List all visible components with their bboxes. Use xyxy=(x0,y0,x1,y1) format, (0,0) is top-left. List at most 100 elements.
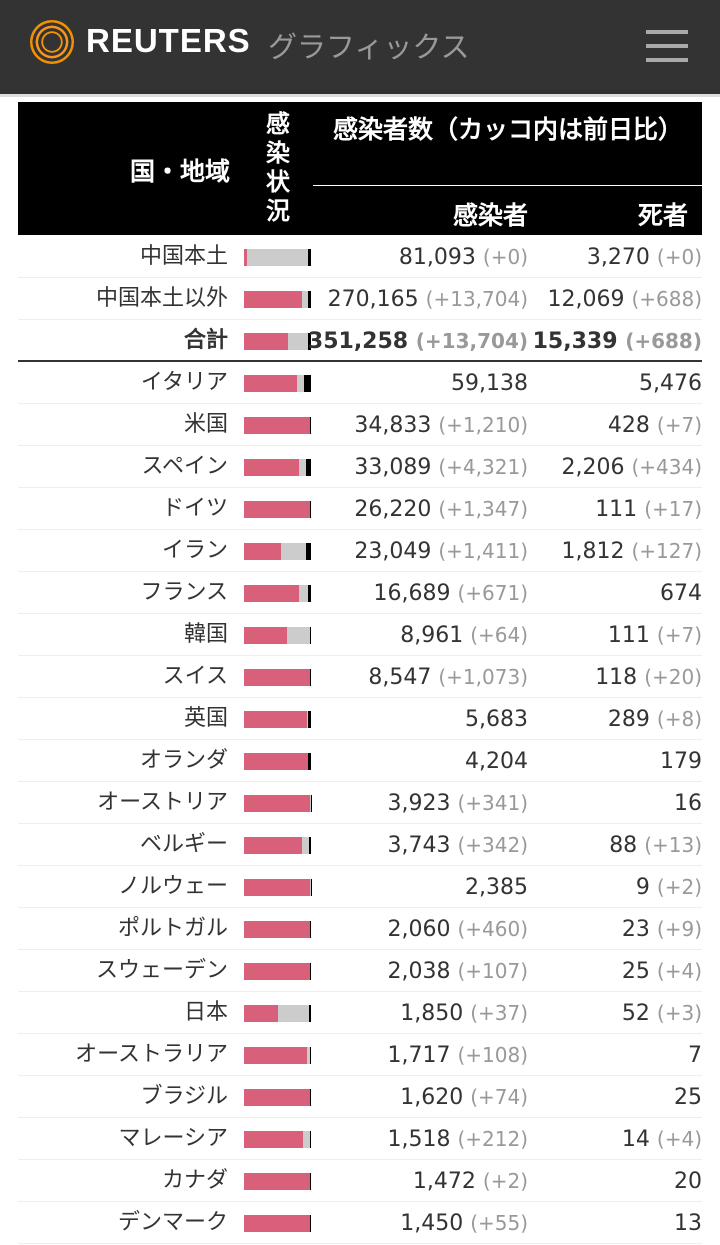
infected-cell: 1,717 (+108) xyxy=(387,1034,528,1077)
active-segment xyxy=(244,1047,307,1064)
infected-change: (+13,704) xyxy=(426,287,528,311)
deaths-segment xyxy=(306,543,311,560)
table-row: ノルウェー 2,385 9 (+2) xyxy=(18,866,702,908)
deaths-change: (+688) xyxy=(631,287,702,311)
deaths-cell: 289 (+8) xyxy=(608,698,702,741)
region-name: 韓国 xyxy=(184,614,228,656)
infected-cell: 1,518 (+212) xyxy=(387,1118,528,1161)
active-segment xyxy=(244,879,310,896)
active-segment xyxy=(244,501,310,518)
deaths-count: 52 xyxy=(622,1001,650,1026)
infected-change: (+212) xyxy=(457,1127,528,1151)
active-segment xyxy=(244,627,287,644)
recovered-segment xyxy=(287,627,310,644)
status-bar xyxy=(244,669,311,686)
active-segment xyxy=(244,417,310,434)
deaths-count: 9 xyxy=(636,875,650,900)
deaths-cell: 3,270 (+0) xyxy=(587,236,702,279)
infected-cell: 3,743 (+342) xyxy=(387,824,528,867)
infected-cell: 2,038 (+107) xyxy=(387,950,528,993)
deaths-cell: 88 (+13) xyxy=(609,824,702,867)
deaths-count: 3,270 xyxy=(587,245,650,270)
region-name: ブラジル xyxy=(140,1076,228,1118)
active-segment xyxy=(244,1005,278,1022)
table-row: イラン 23,049 (+1,411) 1,812 (+127) xyxy=(18,530,702,572)
header-cases: 感染者数（カッコ内は前日比） xyxy=(313,114,702,145)
region-name: 日本 xyxy=(184,992,228,1034)
hamburger-menu-icon[interactable] xyxy=(646,30,688,62)
infected-change: (+460) xyxy=(457,917,528,941)
deaths-count: 13 xyxy=(674,1211,702,1236)
deaths-segment xyxy=(310,1089,311,1106)
deaths-change: (+7) xyxy=(657,413,702,437)
active-segment xyxy=(244,1173,310,1190)
header-status: 感染状況 xyxy=(263,110,293,226)
deaths-change: (+4) xyxy=(657,959,702,983)
deaths-change: (+0) xyxy=(657,245,702,269)
deaths-segment xyxy=(310,1173,311,1190)
region-name: フランス xyxy=(140,572,228,614)
deaths-segment xyxy=(310,417,311,434)
active-segment xyxy=(244,921,310,938)
status-bar xyxy=(244,291,311,308)
deaths-count: 289 xyxy=(608,707,650,732)
infected-cell: 1,620 (+74) xyxy=(400,1076,528,1119)
status-bar xyxy=(244,417,311,434)
status-bar xyxy=(244,249,311,266)
infected-cell: 59,138 xyxy=(451,362,528,405)
region-name: カナダ xyxy=(162,1160,228,1202)
infected-cell: 2,060 (+460) xyxy=(387,908,528,951)
deaths-segment xyxy=(309,837,311,854)
deaths-count: 428 xyxy=(608,413,650,438)
table-row: ブラジル 1,620 (+74) 25 xyxy=(18,1076,702,1118)
deaths-cell: 5,476 xyxy=(639,362,702,405)
deaths-cell: 25 xyxy=(674,1076,702,1119)
deaths-change: (+2) xyxy=(657,875,702,899)
region-name: 中国本土 xyxy=(140,236,228,278)
status-bar xyxy=(244,837,311,854)
deaths-count: 7 xyxy=(688,1043,702,1068)
deaths-cell: 12,069 (+688) xyxy=(547,278,702,321)
table-row: フランス 16,689 (+671) 674 xyxy=(18,572,702,614)
active-segment xyxy=(244,795,310,812)
brand-name[interactable]: REUTERS xyxy=(86,22,251,60)
infected-count: 1,472 xyxy=(413,1169,476,1194)
active-segment xyxy=(244,1131,303,1148)
deaths-cell: 9 (+2) xyxy=(636,866,702,909)
reuters-logo-icon[interactable] xyxy=(30,20,74,64)
deaths-cell: 111 (+7) xyxy=(608,614,702,657)
infected-count: 3,743 xyxy=(387,833,450,858)
deaths-count: 20 xyxy=(674,1169,702,1194)
infected-change: (+74) xyxy=(470,1085,528,1109)
infected-count: 1,850 xyxy=(400,1001,463,1026)
active-segment xyxy=(244,963,310,980)
region-name: マレーシア xyxy=(118,1118,228,1160)
infected-count: 1,717 xyxy=(387,1043,450,1068)
infected-change: (+1,210) xyxy=(438,413,528,437)
deaths-change: (+688) xyxy=(625,329,702,353)
recovered-segment xyxy=(299,459,306,476)
recovered-segment xyxy=(303,1131,310,1148)
infected-cell: 1,850 (+37) xyxy=(400,992,528,1035)
deaths-change: (+127) xyxy=(631,539,702,563)
infected-change: (+4,321) xyxy=(438,455,528,479)
deaths-cell: 25 (+4) xyxy=(622,950,702,993)
deaths-change: (+7) xyxy=(657,623,702,647)
status-bar xyxy=(244,375,311,392)
deaths-cell: 23 (+9) xyxy=(622,908,702,951)
infected-cell: 81,093 (+0) xyxy=(399,236,528,279)
deaths-change: (+434) xyxy=(631,455,702,479)
infected-count: 5,683 xyxy=(465,707,528,732)
infected-cell: 16,689 (+671) xyxy=(373,572,528,615)
infected-cell: 33,089 (+4,321) xyxy=(354,446,528,489)
deaths-segment xyxy=(310,921,311,938)
infected-change: (+55) xyxy=(470,1211,528,1235)
infected-cell: 3,923 (+341) xyxy=(387,782,528,825)
active-segment xyxy=(244,375,297,392)
deaths-count: 111 xyxy=(608,623,650,648)
status-bar xyxy=(244,333,311,350)
status-bar xyxy=(244,585,311,602)
table-row: デンマーク 1,450 (+55) 13 xyxy=(18,1202,702,1244)
table-row: イタリア 59,138 5,476 xyxy=(18,362,702,404)
infected-count: 2,038 xyxy=(387,959,450,984)
